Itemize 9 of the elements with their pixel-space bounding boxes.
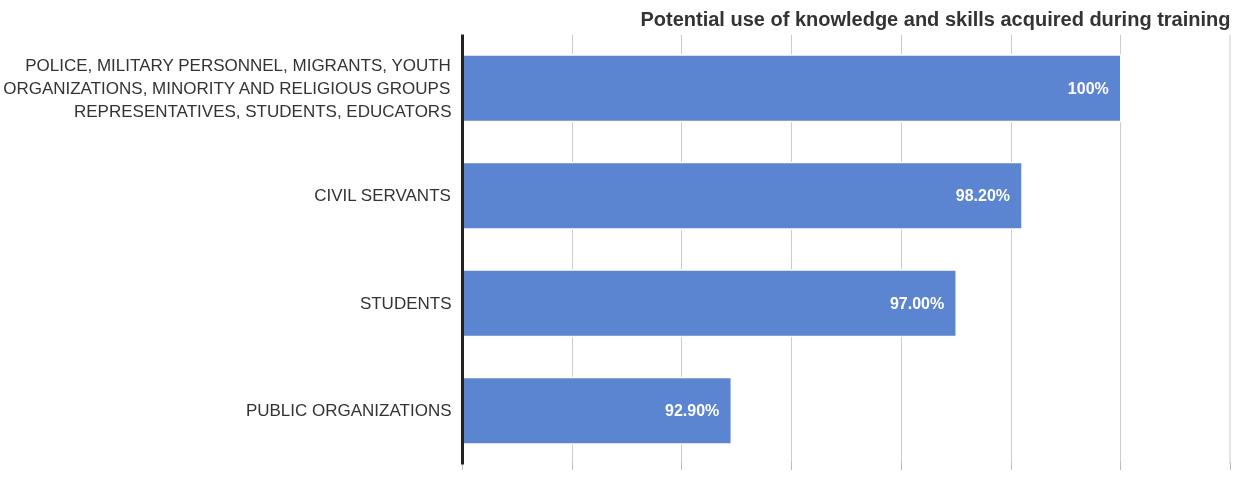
data-label: 97.00% <box>889 294 945 312</box>
data-label: 92.90% <box>665 402 720 420</box>
data-label: 98.20% <box>955 187 1011 205</box>
data-label: 100% <box>1067 79 1109 97</box>
y-tick-label: POLICE, MILITARY PERSONNEL, MIGRANTS, YOUTH ORGANIZATIONS, MINORITY AND RELIGIOUS GROUPS REPRESENTATIVES, STUDENTS, EDUCATORS <box>3 55 452 121</box>
y-tick-label: STUDENTS <box>359 293 452 313</box>
y-tick-label: CIVIL SERVANTS <box>314 186 451 206</box>
y-tick-label: PUBLIC ORGANIZATIONS <box>245 401 452 421</box>
chart-title: Potential use of knowledge and skills acquired during training <box>640 7 1231 30</box>
